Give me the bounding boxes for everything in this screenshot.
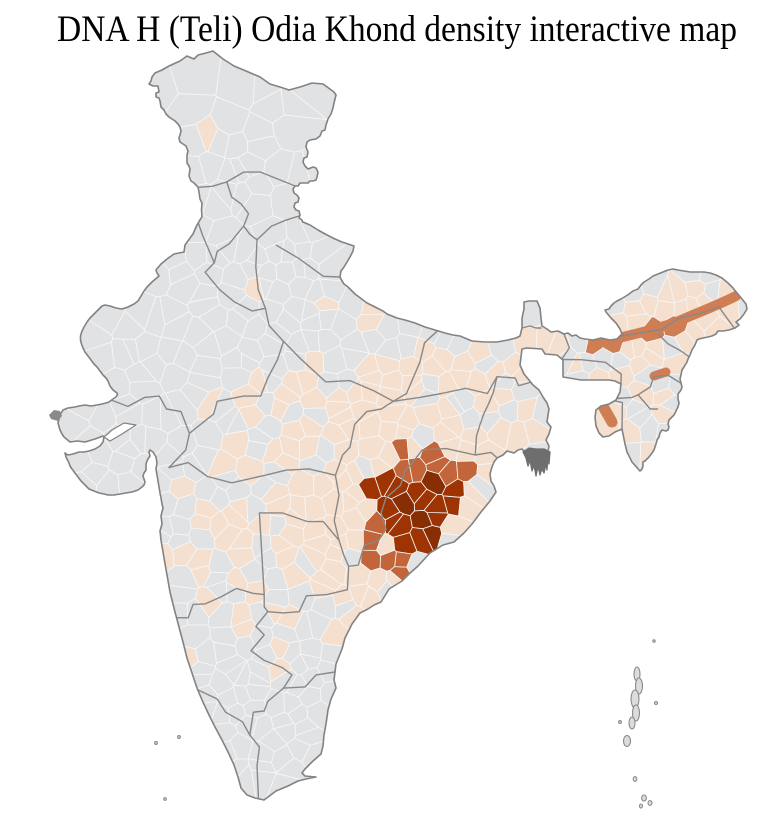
- svg-text:DNA H (Teli) Odia Khond densit: DNA H (Teli) Odia Khond density interact…: [57, 9, 737, 50]
